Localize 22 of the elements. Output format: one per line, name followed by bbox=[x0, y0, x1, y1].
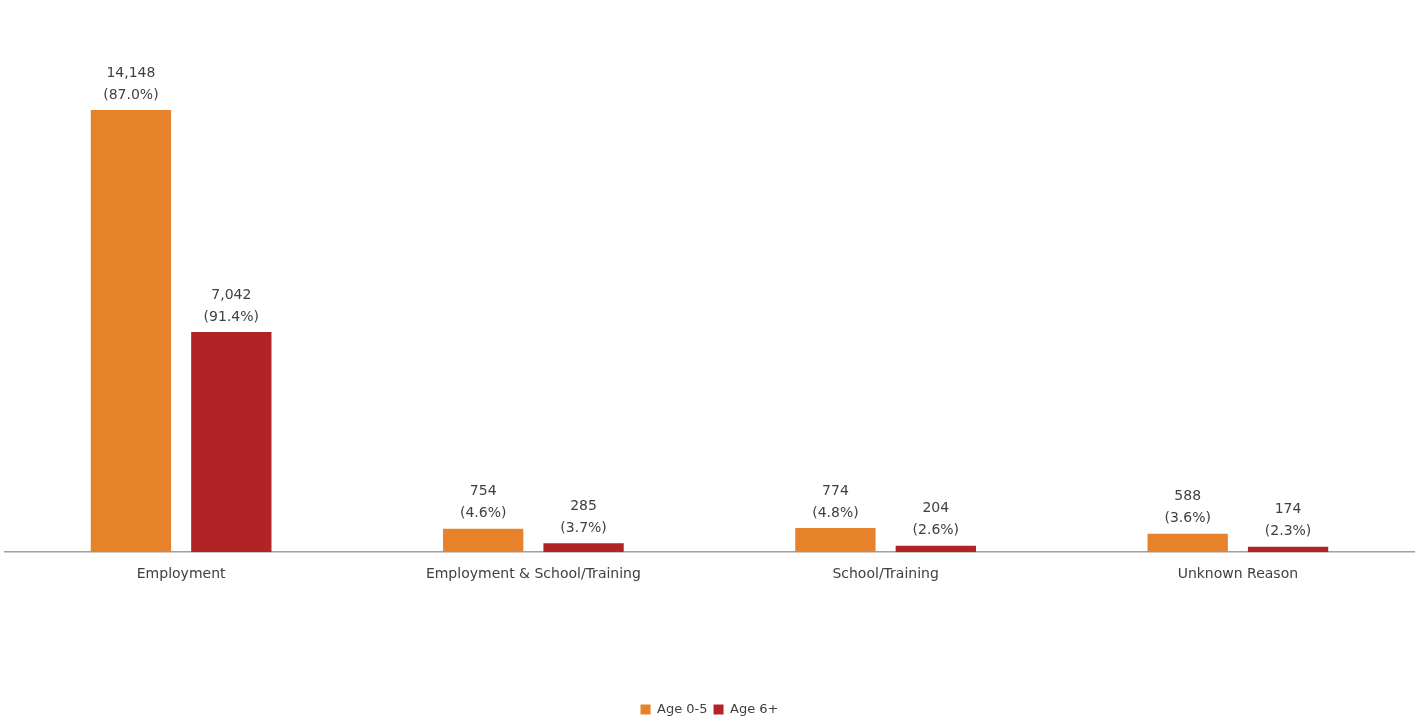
bar bbox=[895, 545, 976, 553]
x-tick-label: Employment bbox=[136, 565, 226, 582]
legend-label: Age 6+ bbox=[730, 700, 779, 716]
data-label: 204 (2.6%) bbox=[912, 499, 960, 538]
data-label: 14,148 (87.0%) bbox=[103, 63, 159, 102]
data-label: 588 (3.6%) bbox=[1164, 487, 1211, 526]
bar bbox=[543, 543, 624, 553]
data-label: 285 (3.7%) bbox=[560, 496, 607, 535]
x-tick-label: Unknown Reason bbox=[1177, 565, 1299, 582]
bar bbox=[795, 528, 876, 553]
data-label: 774 (4.8%) bbox=[812, 481, 859, 520]
bar bbox=[1247, 546, 1329, 553]
bar bbox=[191, 332, 272, 553]
data-label: 754 (4.6%) bbox=[459, 482, 507, 521]
bar bbox=[90, 109, 172, 553]
data-label: 7,042 (91.4%) bbox=[203, 285, 260, 324]
data-label: 174 (2.3%) bbox=[1264, 500, 1312, 539]
x-tick-label: Employment & School/Training bbox=[425, 565, 641, 582]
x-tick-label: School/Training bbox=[832, 565, 939, 582]
bar bbox=[1147, 533, 1228, 553]
bar bbox=[443, 528, 524, 553]
legend-label: Age 0-5 bbox=[657, 700, 708, 716]
